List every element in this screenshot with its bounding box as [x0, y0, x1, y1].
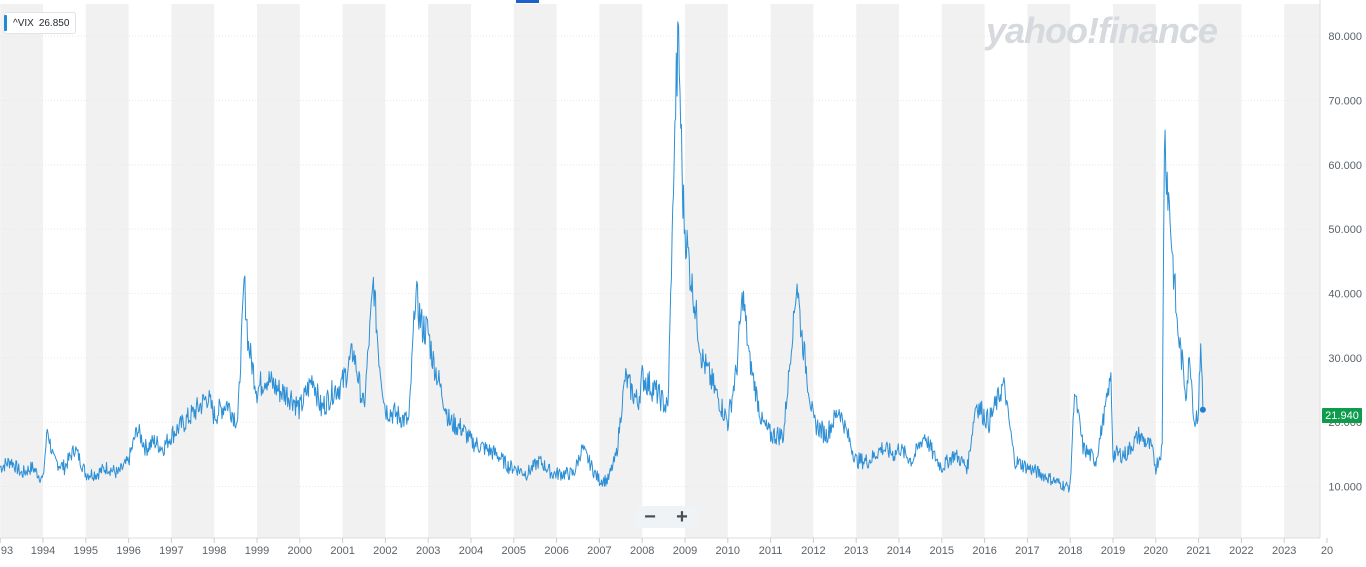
x-tick-label: 2009 — [673, 545, 697, 557]
x-tick-label: 2002 — [373, 545, 397, 557]
year-band — [0, 4, 43, 538]
legend-value: 26.850 — [38, 17, 70, 29]
x-tick-label: 1998 — [202, 545, 226, 557]
year-band — [257, 4, 300, 538]
yahoo-finance-logo: yahoo!finance — [986, 10, 1218, 51]
last-point-marker — [1199, 406, 1206, 413]
x-tick-label: 2008 — [630, 545, 654, 557]
x-tick-label: 2023 — [1272, 545, 1296, 557]
year-band — [85, 4, 129, 538]
y-axis: 10.00020.00030.00040.00050.00060.00070.0… — [1319, 0, 1362, 538]
series-line-vix — [0, 21, 1204, 493]
x-tick-label: 2021 — [1186, 545, 1210, 557]
last-price-badge: 21.940 — [1322, 408, 1362, 423]
year-band — [1284, 4, 1320, 538]
y-tick-label: 80.000 — [1328, 31, 1362, 43]
x-tick-label: 2020 — [1144, 545, 1168, 557]
alternating-year-bands — [0, 4, 1320, 538]
x-tick-label: 2007 — [587, 545, 611, 557]
x-axis: 93 1994 1995 1996 1997 1998 1999 2000 2001 2002 20… — [0, 537, 1333, 557]
x-tick-label: 2018 — [1058, 545, 1082, 557]
y-tick-label: 30.000 — [1328, 353, 1362, 365]
x-tick-label: 2017 — [1015, 545, 1039, 557]
x-tick-label: 93 — [1, 545, 13, 557]
y-tick-label: 10.000 — [1328, 482, 1362, 494]
x-tick-label: 2004 — [459, 545, 483, 557]
zoom-controls: − + — [634, 506, 698, 528]
series-layer — [0, 21, 1206, 493]
x-tick-label: 2010 — [716, 545, 740, 557]
x-tick-label: 2022 — [1229, 545, 1253, 557]
legend-swatch — [4, 15, 7, 31]
year-band — [171, 4, 215, 538]
x-tick-label: 2011 — [759, 545, 783, 557]
x-tick-label: 2005 — [502, 545, 526, 557]
y-tick-label: 60.000 — [1328, 160, 1362, 172]
x-tick-label: 2000 — [288, 545, 312, 557]
x-tick-label: 2013 — [844, 545, 868, 557]
x-tick-label: 2016 — [972, 545, 996, 557]
year-band — [770, 4, 814, 538]
y-tick-label: 70.000 — [1328, 96, 1362, 108]
year-band — [856, 4, 899, 538]
gridlines — [0, 35, 1320, 488]
x-tick-label: 2012 — [801, 545, 825, 557]
x-tick-label: 1997 — [159, 545, 183, 557]
year-band — [342, 4, 386, 538]
active-range-indicator[interactable] — [516, 0, 539, 3]
y-tick-label: 50.000 — [1328, 224, 1362, 236]
zoom-out-button[interactable]: − — [644, 506, 656, 528]
y-tick-label: 40.000 — [1328, 289, 1362, 301]
x-tick-label: 2006 — [544, 545, 568, 557]
year-band — [1027, 4, 1071, 538]
x-tick-label: 2014 — [887, 545, 911, 557]
year-band — [941, 4, 985, 538]
x-tick-label: 2019 — [1101, 545, 1125, 557]
x-tick-label: 20 — [1321, 545, 1333, 557]
legend[interactable]: ^VIX 26.850 — [4, 12, 77, 34]
x-tick-label: 2015 — [930, 545, 954, 557]
x-tick-label: 2003 — [416, 545, 440, 557]
zoom-in-button[interactable]: + — [676, 506, 688, 528]
year-band — [599, 4, 643, 538]
year-band — [428, 4, 471, 538]
x-tick-label: 1999 — [245, 545, 269, 557]
year-band — [1113, 4, 1156, 538]
x-tick-label: 1995 — [74, 545, 98, 557]
year-band — [1198, 4, 1242, 538]
year-band — [513, 4, 557, 538]
x-tick-label: 1996 — [116, 545, 140, 557]
x-tick-label: 1994 — [31, 545, 55, 557]
year-band — [685, 4, 728, 538]
x-tick-label: 2001 — [330, 545, 354, 557]
legend-symbol: ^VIX — [13, 17, 34, 29]
